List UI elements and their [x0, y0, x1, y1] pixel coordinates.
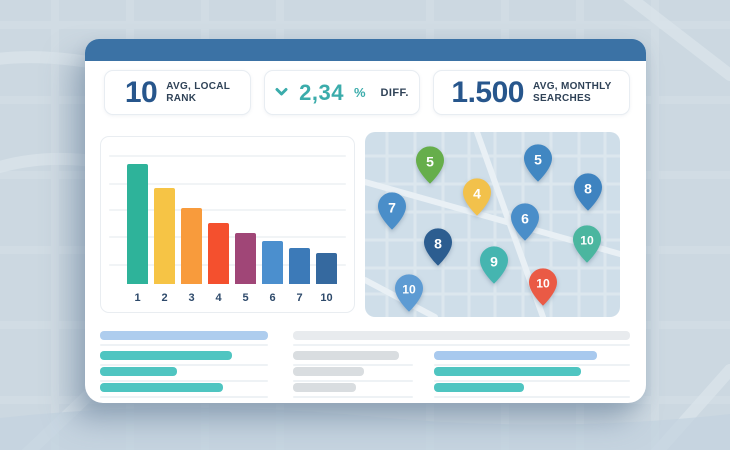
svg-text:8: 8: [434, 235, 442, 251]
bar-label-3: 3: [188, 292, 195, 304]
bar-label-1: 1: [134, 292, 141, 304]
bar-rank-5: [235, 233, 256, 284]
map-pin-8: 8: [424, 228, 452, 266]
bar-label-4: 4: [215, 292, 222, 304]
bar-label-5: 5: [242, 292, 249, 304]
map-pin-10: 10: [529, 268, 557, 306]
placeholder-text-line: [293, 383, 356, 392]
placeholder-text-line: [434, 383, 524, 392]
placeholder-text-line: [434, 367, 581, 376]
row-divider: [293, 364, 413, 366]
svg-text:5: 5: [534, 151, 542, 167]
map-pin-10: 10: [395, 274, 423, 312]
placeholder-text-line: [100, 383, 223, 392]
chart-gridline: [109, 183, 346, 185]
map-pin-9: 9: [480, 246, 508, 284]
map-pin-10: 10: [573, 225, 601, 263]
map-pin-6: 6: [511, 203, 539, 241]
svg-text:7: 7: [388, 199, 396, 215]
bar-rank-2: [154, 188, 175, 284]
svg-text:4: 4: [473, 185, 481, 201]
chart-gridline: [109, 209, 346, 211]
chart-gridline: [109, 155, 346, 157]
local-rank-map: 5 5 8 4 7 6 8 10 9 10 10: [365, 132, 620, 317]
stat-avg-local-rank: 10 AVG, LOCAL RANK: [104, 70, 251, 115]
avg-monthly-searches-label: AVG, MONTHLY SEARCHES: [532, 80, 612, 104]
row-divider: [434, 396, 630, 398]
row-divider: [100, 396, 268, 398]
placeholder-text-line: [293, 331, 630, 340]
row-divider: [100, 344, 268, 346]
row-divider: [293, 396, 413, 398]
svg-text:10: 10: [402, 282, 416, 296]
svg-text:10: 10: [580, 233, 594, 247]
map-pin-4: 4: [463, 178, 491, 216]
row-divider: [434, 380, 630, 382]
bar-label-10: 10: [320, 292, 333, 304]
row-divider: [100, 380, 268, 382]
bar-label-6: 6: [269, 292, 276, 304]
row-divider: [293, 380, 413, 382]
stat-diff-percent: 2,34 % DIFF.: [264, 70, 420, 115]
row-divider: [293, 344, 630, 346]
map-pin-5: 5: [524, 144, 552, 182]
rank-bar-chart: 1 2 3 4 5 6 7 10: [100, 136, 355, 313]
bar-rank-6: [262, 241, 283, 284]
svg-text:10: 10: [536, 276, 550, 290]
placeholder-text-line: [100, 331, 268, 340]
svg-text:8: 8: [584, 180, 592, 196]
bar-rank-1: [127, 164, 148, 284]
bar-rank-3: [181, 208, 202, 284]
row-divider: [100, 364, 268, 366]
svg-text:6: 6: [521, 210, 529, 226]
window-title-bar: [85, 39, 646, 61]
diff-unit: %: [353, 85, 366, 100]
map-pin-5: 5: [416, 146, 444, 184]
avg-local-rank-label: AVG, LOCAL RANK: [166, 80, 231, 104]
map-pin-8: 8: [574, 173, 602, 211]
bar-label-2: 2: [161, 292, 168, 304]
chevron-down-icon: [275, 84, 288, 102]
placeholder-text-line: [100, 367, 177, 376]
diff-value: 2,34: [299, 79, 344, 105]
bar-rank-4: [208, 223, 229, 284]
svg-text:5: 5: [426, 153, 434, 169]
placeholder-text-line: [293, 351, 399, 360]
svg-text:9: 9: [490, 253, 498, 269]
avg-local-rank-value: 10: [124, 75, 158, 109]
avg-monthly-searches-value: 1.500: [451, 75, 524, 109]
bar-rank-10: [316, 253, 337, 284]
row-divider: [434, 364, 630, 366]
bar-rank-7: [289, 248, 310, 284]
placeholder-text-line: [434, 351, 597, 360]
placeholder-text-line: [293, 367, 364, 376]
bar-label-7: 7: [296, 292, 303, 304]
map-pin-7: 7: [378, 192, 406, 230]
stat-avg-monthly-searches: 1.500 AVG, MONTHLY SEARCHES: [433, 70, 630, 115]
dashboard-card: 10 AVG, LOCAL RANK 2,34 % DIFF. 1.500 AVG…: [85, 39, 646, 403]
placeholder-text-line: [100, 351, 232, 360]
diff-label: DIFF.: [380, 86, 409, 99]
